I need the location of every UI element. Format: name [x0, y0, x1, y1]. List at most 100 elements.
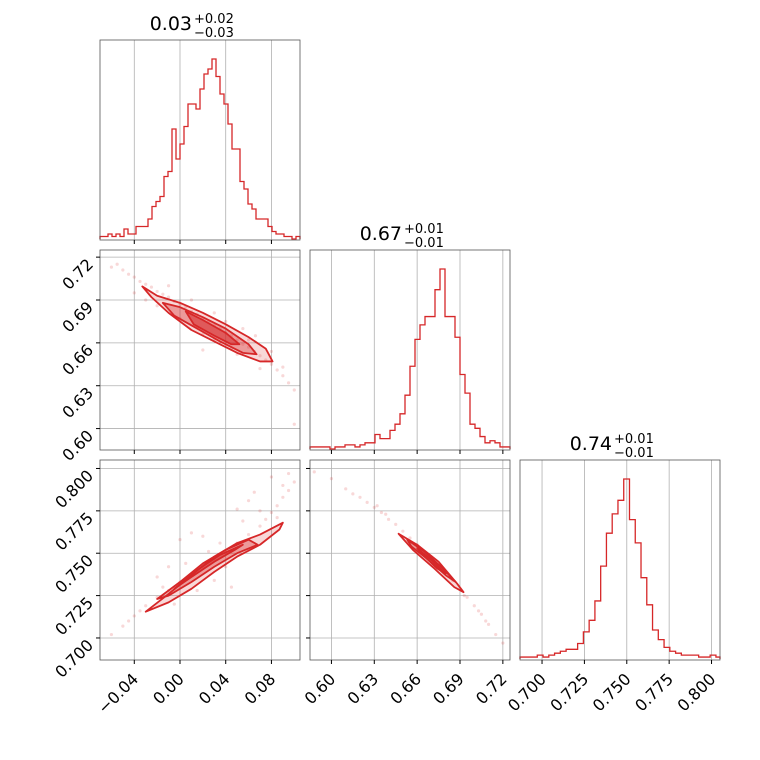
- scatter-point: [394, 522, 398, 527]
- scatter-point: [166, 284, 171, 288]
- scatter-point: [144, 604, 148, 608]
- scatter-point: [372, 505, 376, 510]
- scatter-point: [132, 614, 136, 618]
- scatter-point: [375, 504, 379, 508]
- scatter-point: [241, 519, 245, 523]
- histogram-step: [519, 478, 721, 659]
- panel-0-0: 0.03 +0.02−0.03: [99, 12, 301, 244]
- scatter-point: [472, 604, 476, 608]
- x-tick-label: 0.700: [504, 669, 550, 715]
- scatter-point: [269, 475, 274, 479]
- panel-title-minus: −0.01: [614, 446, 654, 461]
- x-tick-label: 0.08: [241, 669, 280, 708]
- panel-title-plus: +0.01: [404, 222, 444, 237]
- scatter-point: [253, 334, 258, 338]
- panel-frame: [309, 249, 511, 451]
- scatter-point: [224, 319, 228, 324]
- scatter-point: [206, 549, 211, 554]
- panel-title-plus: +0.02: [194, 12, 234, 27]
- scatter-point: [408, 536, 412, 540]
- histogram-step: [99, 58, 301, 240]
- scatter-point: [155, 575, 159, 579]
- x-tick-label: 0.04: [195, 669, 234, 708]
- scatter-point: [246, 338, 251, 342]
- scatter-point: [365, 500, 369, 504]
- y-tick-label: 0.69: [58, 298, 97, 337]
- scatter-point: [269, 349, 274, 354]
- scatter-point: [379, 510, 384, 515]
- scatter-point: [258, 354, 262, 358]
- scatter-point: [172, 602, 176, 606]
- scatter-point: [476, 609, 481, 613]
- panel-frame: [519, 459, 721, 661]
- x-tick-label: 0.60: [301, 669, 340, 708]
- x-tick-label: 0.800: [674, 669, 720, 715]
- panel-title-minus: −0.03: [194, 26, 234, 41]
- y-tick-label: 0.725: [51, 593, 97, 639]
- contour-level: [416, 547, 447, 575]
- scatter-point: [479, 612, 484, 616]
- scatter-point: [166, 295, 171, 299]
- scatter-point: [161, 585, 165, 589]
- scatter-point: [292, 388, 296, 392]
- scatter-point: [132, 275, 136, 279]
- scatter-point: [312, 470, 316, 474]
- scatter-point: [246, 499, 251, 503]
- y-tick-label: 0.775: [51, 508, 97, 554]
- x-tick-label: 0.69: [429, 669, 468, 708]
- x-tick-label: 0.775: [631, 669, 677, 715]
- x-tick-label: 0.725: [546, 669, 592, 715]
- scatter-point: [166, 565, 171, 569]
- scatter-point: [344, 487, 348, 491]
- scatter-point: [155, 304, 159, 308]
- scatter-point: [329, 477, 334, 481]
- x-tick-label: 0.63: [343, 669, 382, 708]
- panel-title-minus: −0.01: [404, 236, 444, 251]
- scatter-point: [292, 422, 296, 426]
- scatter-point: [235, 507, 239, 511]
- scatter-point: [241, 326, 245, 331]
- scatter-point: [286, 381, 291, 385]
- scatter-point: [212, 578, 216, 582]
- histogram-step: [309, 268, 511, 450]
- scatter-point: [195, 588, 199, 593]
- scatter-point: [292, 480, 296, 484]
- scatter-point: [184, 561, 188, 565]
- scatter-point: [258, 366, 262, 371]
- scatter-point: [264, 517, 268, 521]
- scatter-point: [484, 619, 488, 623]
- scatter-point: [109, 265, 114, 269]
- scatter-point: [384, 512, 388, 516]
- scatter-point: [258, 509, 262, 513]
- scatter-point: [275, 516, 279, 520]
- scatter-point: [351, 492, 355, 496]
- panel-title-median: 0.74: [570, 433, 612, 455]
- scatter-point: [229, 585, 234, 589]
- scatter-point: [286, 488, 291, 493]
- contour-level: [184, 310, 241, 346]
- y-tick-label: 0.60: [58, 426, 97, 465]
- panel-title-plus: +0.01: [614, 432, 654, 447]
- scatter-point: [201, 348, 205, 352]
- y-tick-label: 0.800: [51, 466, 97, 512]
- scatter-point: [386, 517, 391, 521]
- scatter-point: [218, 541, 222, 545]
- scatter-point: [358, 495, 362, 499]
- scatter-point: [189, 531, 194, 535]
- scatter-point: [149, 285, 154, 289]
- scatter-point: [252, 490, 256, 494]
- scatter-point: [462, 593, 466, 598]
- scatter-point: [275, 368, 279, 372]
- contour-level: [173, 543, 244, 590]
- scatter-point: [144, 298, 148, 302]
- scatter-point: [281, 365, 285, 369]
- scatter-point: [281, 495, 285, 499]
- scatter-point: [132, 291, 136, 295]
- scatter-point: [401, 529, 405, 533]
- scatter-point: [126, 619, 131, 623]
- y-tick-label: 0.700: [51, 636, 97, 682]
- scatter-point: [269, 362, 274, 366]
- panel-2-0: [96, 459, 301, 664]
- y-tick-label: 0.750: [51, 551, 97, 597]
